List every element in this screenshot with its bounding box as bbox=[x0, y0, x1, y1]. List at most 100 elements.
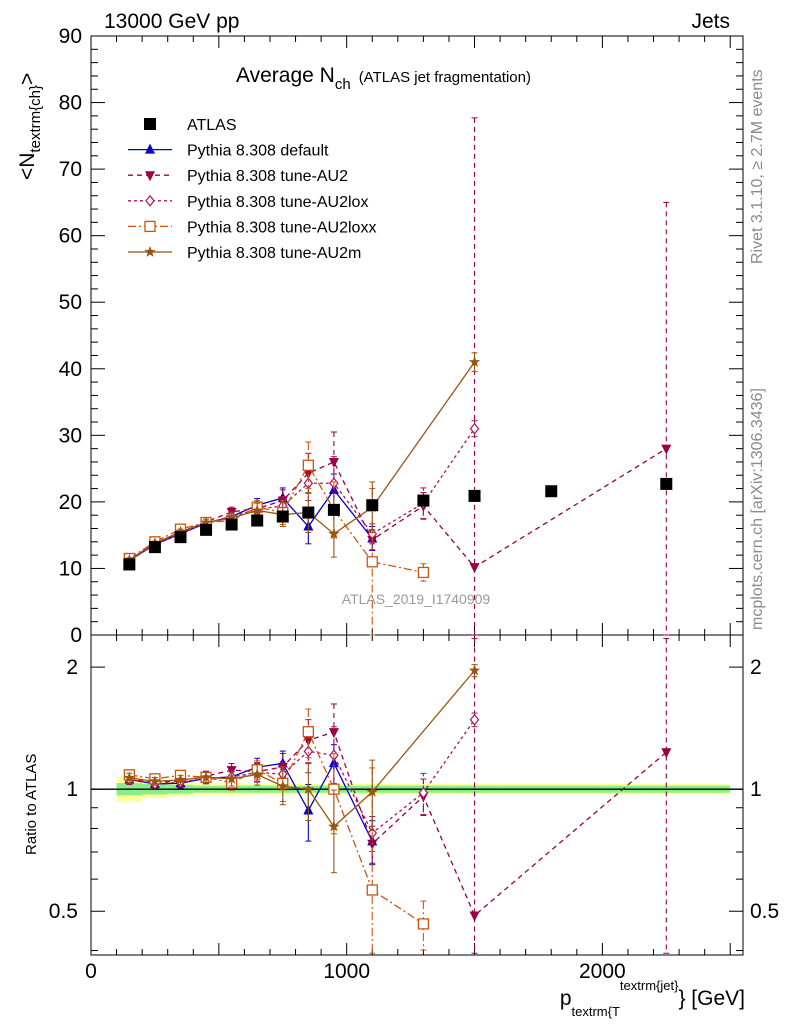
y-tick-label: 0 bbox=[70, 624, 82, 647]
series-point-4-10 bbox=[468, 356, 481, 367]
series-ratio-line-1 bbox=[129, 731, 667, 917]
data-point-0 bbox=[123, 558, 136, 571]
ratio-tick-label: 0.5 bbox=[49, 900, 78, 923]
y-tick-label: 70 bbox=[59, 158, 82, 181]
ratio-tick-label-right: 2 bbox=[750, 656, 762, 679]
legend-label-0: ATLAS bbox=[187, 117, 237, 134]
series-ratio-line-2 bbox=[129, 719, 476, 835]
y-tick-label: 90 bbox=[59, 25, 82, 48]
x-tick-label: 2000 bbox=[579, 960, 626, 983]
data-point-9 bbox=[366, 499, 379, 512]
x-axis-label: ptextrm{Ttextrm{jet}} [GeV] bbox=[560, 978, 745, 1019]
series-ratio-point-1-12 bbox=[661, 748, 672, 759]
legend-marker-1 bbox=[145, 143, 155, 154]
series-line-2 bbox=[129, 428, 476, 562]
header-left: 13000 GeV pp bbox=[104, 10, 239, 33]
legend-marker-0 bbox=[144, 118, 156, 130]
y-tick-label: 30 bbox=[59, 424, 82, 447]
legend-marker-2 bbox=[145, 171, 155, 182]
series-line-3 bbox=[128, 463, 424, 574]
chart-title: Average Nch (ATLAS jet fragmentation) bbox=[236, 64, 531, 93]
y-tick-label: 20 bbox=[59, 491, 82, 514]
data-point-1 bbox=[148, 541, 161, 554]
mcplots-label: mcplots.cern.ch [arXiv:1306.3436] bbox=[749, 388, 766, 630]
series-ratio-point-3-7 bbox=[302, 726, 314, 738]
y-tick-label: 10 bbox=[59, 557, 82, 580]
series-ratio-point-4-0 bbox=[123, 771, 136, 783]
series-ratio-point-4-6 bbox=[277, 780, 289, 792]
series-ratio-point-4-3 bbox=[200, 771, 212, 783]
series-ratio-point-4-8 bbox=[328, 820, 340, 832]
data-point-2 bbox=[174, 531, 187, 544]
legend-marker-3 bbox=[145, 194, 155, 207]
x-tick-label: 1000 bbox=[323, 960, 370, 983]
legend: ATLAS Pythia 8.308 default Pythia 8.308 tu… bbox=[128, 117, 376, 262]
data-layer bbox=[123, 477, 673, 571]
legend-label-1: Pythia 8.308 default bbox=[187, 143, 329, 160]
legend-entry-2: Pythia 8.308 tune-AU2 bbox=[128, 168, 348, 185]
legend-marker-5 bbox=[144, 246, 156, 257]
legend-label-4: Pythia 8.308 tune-AU2loxx bbox=[187, 219, 376, 236]
series-line-0 bbox=[129, 488, 373, 562]
series-ratio-point-2-10 bbox=[418, 786, 429, 799]
rivet-label: Rivet 3.1.10, ≥ 2.7M events bbox=[749, 69, 766, 264]
series-ratio-point-3-9 bbox=[366, 884, 378, 896]
ratio-axis-label: Ratio to ATLAS bbox=[23, 754, 40, 855]
series-point-4-3 bbox=[200, 516, 212, 528]
data-point-13 bbox=[660, 477, 673, 490]
legend-entry-0: ATLAS bbox=[144, 117, 237, 134]
legend-marker-4 bbox=[144, 220, 156, 233]
series-point-2-11 bbox=[469, 422, 480, 435]
legend-entry-1: Pythia 8.308 default bbox=[128, 143, 329, 160]
series-point-3-9 bbox=[366, 556, 378, 568]
data-point-11 bbox=[468, 489, 481, 502]
series-ratio-point-4-2 bbox=[174, 773, 187, 785]
data-point-12 bbox=[545, 485, 558, 498]
series-ratio-point-4-9 bbox=[366, 785, 378, 797]
series-ratio-line-3 bbox=[129, 730, 424, 925]
series-ratio-point-4-4 bbox=[225, 772, 238, 784]
legend-label-2: Pythia 8.308 tune-AU2 bbox=[187, 168, 348, 185]
legend-label-3: Pythia 8.308 tune-AU2lox bbox=[187, 194, 368, 211]
legend-label-5: Pythia 8.308 tune-AU2m bbox=[187, 245, 361, 262]
ratio-tick-label-right: 0.5 bbox=[750, 900, 779, 923]
series-0 bbox=[124, 473, 378, 866]
ratio-tick-label-right: 1 bbox=[750, 778, 762, 801]
series-4 bbox=[123, 352, 481, 874]
data-point-10 bbox=[417, 494, 430, 507]
data-point-8 bbox=[327, 503, 340, 516]
y-axis-label: <Ntextrm{ch}> bbox=[16, 73, 44, 180]
y-tick-label: 60 bbox=[59, 225, 82, 248]
analysis-watermark: ATLAS_2019_I1740909 bbox=[342, 591, 491, 607]
data-point-5 bbox=[251, 514, 264, 527]
y-tick-label: 40 bbox=[59, 358, 82, 381]
series-point-4-4 bbox=[225, 511, 238, 523]
data-point-4 bbox=[225, 518, 238, 531]
legend-entry-5: Pythia 8.308 tune-AU2m bbox=[128, 245, 361, 262]
data-point-6 bbox=[276, 510, 289, 523]
series-point-3-10 bbox=[417, 566, 430, 579]
series-ratio-line-4 bbox=[129, 670, 476, 828]
series-point-3-7 bbox=[302, 459, 314, 471]
series-ratio-point-1-11 bbox=[469, 911, 480, 922]
series-ratio-point-4-10 bbox=[468, 664, 481, 676]
series-ratio-point-4-1 bbox=[149, 775, 161, 787]
legend-entry-4: Pythia 8.308 tune-AU2loxx bbox=[128, 219, 376, 236]
series-ratio-point-4-5 bbox=[251, 768, 263, 780]
series-line-1 bbox=[128, 448, 667, 568]
data-point-3 bbox=[200, 523, 213, 536]
data-point-7 bbox=[302, 506, 315, 519]
series-point-1-12 bbox=[661, 444, 672, 455]
series-ratio-point-3-10 bbox=[417, 918, 430, 930]
ratio-tick-label: 1 bbox=[66, 778, 78, 801]
series-point-1-11 bbox=[469, 563, 480, 574]
series-point-4-8 bbox=[328, 527, 340, 539]
series-point-4-5 bbox=[251, 504, 263, 516]
axes-layer: 0 1000 2000 0 10 20 30 40 50 60 70 80 90 0.5 0.5 1 1 2 2 bbox=[49, 25, 779, 983]
ratio-frame bbox=[90, 634, 744, 956]
header-right: Jets bbox=[691, 10, 730, 33]
y-tick-label: 80 bbox=[59, 92, 82, 115]
series-ratio-point-4-7 bbox=[302, 783, 314, 794]
series-ratio-point-2-11 bbox=[469, 713, 480, 726]
